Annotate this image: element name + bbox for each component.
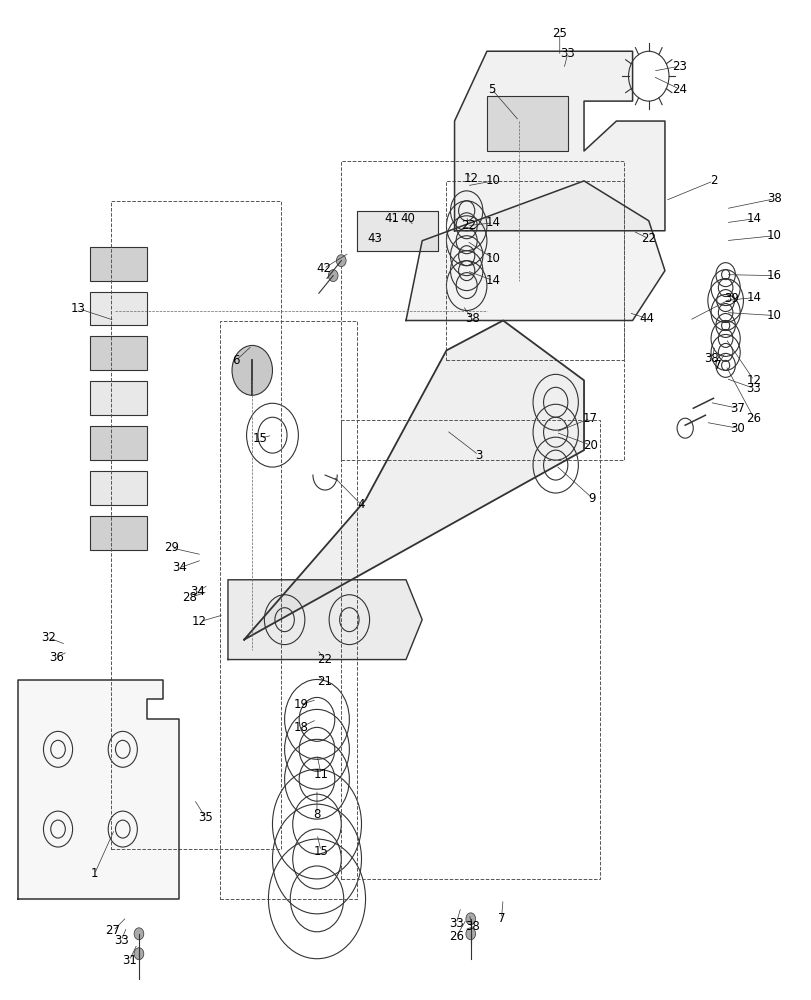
Text: 27: 27 <box>105 924 120 937</box>
Text: 12: 12 <box>192 615 207 628</box>
Text: 28: 28 <box>182 591 196 604</box>
Text: 18: 18 <box>293 721 308 734</box>
Text: 7: 7 <box>713 359 720 372</box>
Text: 31: 31 <box>122 954 136 967</box>
Text: 4: 4 <box>358 498 365 511</box>
Bar <box>341 420 599 879</box>
Bar <box>341 161 624 460</box>
Text: 38: 38 <box>465 920 479 933</box>
Text: 41: 41 <box>384 212 398 225</box>
Bar <box>90 292 147 325</box>
Polygon shape <box>454 51 664 231</box>
Text: 30: 30 <box>730 422 744 435</box>
Circle shape <box>336 255 345 267</box>
Text: 23: 23 <box>672 60 686 73</box>
Text: 24: 24 <box>672 83 686 96</box>
Bar <box>90 336 147 370</box>
Text: 34: 34 <box>190 585 204 598</box>
Text: 10: 10 <box>485 252 500 265</box>
Bar <box>90 471 147 505</box>
Text: 22: 22 <box>317 653 333 666</box>
Text: 26: 26 <box>745 412 761 425</box>
Text: 36: 36 <box>49 651 64 664</box>
Text: 44: 44 <box>639 312 654 325</box>
Text: 40: 40 <box>400 212 414 225</box>
Bar <box>90 426 147 460</box>
Circle shape <box>134 928 144 940</box>
Text: 26: 26 <box>448 930 463 943</box>
Text: 20: 20 <box>582 439 597 452</box>
Text: 33: 33 <box>560 47 574 60</box>
Text: 5: 5 <box>487 83 495 96</box>
Circle shape <box>466 913 475 925</box>
Text: 12: 12 <box>462 172 478 185</box>
Text: 33: 33 <box>448 917 463 930</box>
Circle shape <box>134 948 144 960</box>
Polygon shape <box>228 580 422 660</box>
Text: 11: 11 <box>313 768 328 781</box>
Text: 38: 38 <box>766 192 781 205</box>
Text: 7: 7 <box>497 912 504 925</box>
Polygon shape <box>244 320 583 640</box>
Bar <box>487 96 567 151</box>
Text: 29: 29 <box>164 541 178 554</box>
Bar <box>446 181 624 360</box>
Bar <box>110 201 281 849</box>
Text: 10: 10 <box>485 174 500 187</box>
Text: 25: 25 <box>551 27 567 40</box>
Text: 14: 14 <box>485 216 500 229</box>
Text: 17: 17 <box>582 412 597 425</box>
Text: 38: 38 <box>465 312 479 325</box>
Polygon shape <box>406 181 664 320</box>
Text: 33: 33 <box>745 382 761 395</box>
Polygon shape <box>18 680 179 899</box>
Bar <box>220 321 357 899</box>
Text: 43: 43 <box>367 232 382 245</box>
Text: 34: 34 <box>172 561 187 574</box>
Polygon shape <box>357 211 438 251</box>
Text: 22: 22 <box>461 219 475 232</box>
Text: 33: 33 <box>114 934 128 947</box>
Text: 14: 14 <box>745 291 761 304</box>
Text: 8: 8 <box>313 808 320 821</box>
Text: 10: 10 <box>766 229 781 242</box>
Text: 6: 6 <box>232 354 239 367</box>
Text: 14: 14 <box>745 212 761 225</box>
Text: 16: 16 <box>766 269 781 282</box>
Text: 38: 38 <box>704 352 719 365</box>
Bar <box>90 381 147 415</box>
Text: 42: 42 <box>315 262 331 275</box>
Text: 13: 13 <box>71 302 86 315</box>
Text: 37: 37 <box>729 402 744 415</box>
Text: 32: 32 <box>41 631 56 644</box>
Text: 22: 22 <box>641 232 655 245</box>
Text: 15: 15 <box>313 845 328 858</box>
Text: 9: 9 <box>588 492 595 505</box>
Text: 1: 1 <box>91 867 98 880</box>
Text: 10: 10 <box>766 309 781 322</box>
Text: 2: 2 <box>709 174 716 187</box>
Bar <box>90 247 147 281</box>
Text: 39: 39 <box>723 292 738 305</box>
Circle shape <box>466 928 475 940</box>
Bar <box>90 516 147 550</box>
Text: 15: 15 <box>252 432 268 445</box>
Text: 19: 19 <box>293 698 308 711</box>
Text: 21: 21 <box>317 675 333 688</box>
Text: 12: 12 <box>745 374 761 387</box>
Circle shape <box>232 345 272 395</box>
Circle shape <box>328 270 337 282</box>
Text: 3: 3 <box>474 449 482 462</box>
Text: 14: 14 <box>485 274 500 287</box>
Text: 35: 35 <box>198 811 212 824</box>
